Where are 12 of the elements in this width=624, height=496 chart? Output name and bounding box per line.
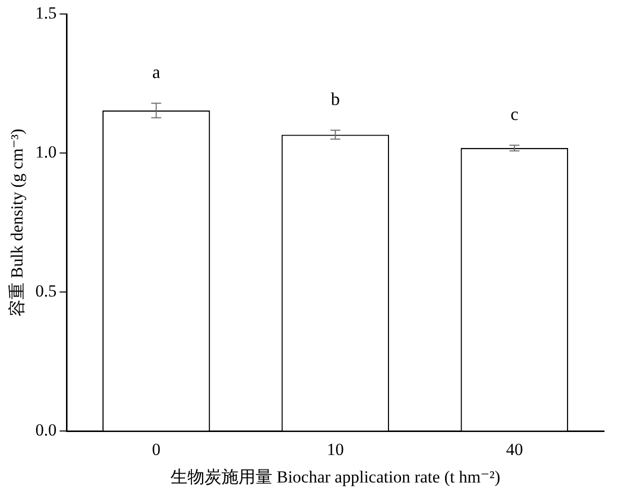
annotation: b: [330, 88, 340, 109]
y-tick-label: 0.0: [35, 420, 57, 440]
y-tick-label: 1.5: [35, 3, 57, 22]
y-axis-title: 容重 Bulk density (g cm⁻³): [8, 128, 27, 317]
x-tick-label: 0: [152, 440, 160, 459]
x-axis-title: 生物炭施用量 Biochar application rate (t hm⁻²): [170, 467, 500, 486]
x-tick-label: 40: [506, 440, 523, 459]
y-tick-label: 0.5: [35, 282, 57, 301]
y-tick-label: 1.0: [35, 142, 57, 162]
x-tick-label: 10: [326, 440, 344, 459]
annotation: a: [152, 62, 160, 82]
annotation: c: [510, 104, 518, 124]
